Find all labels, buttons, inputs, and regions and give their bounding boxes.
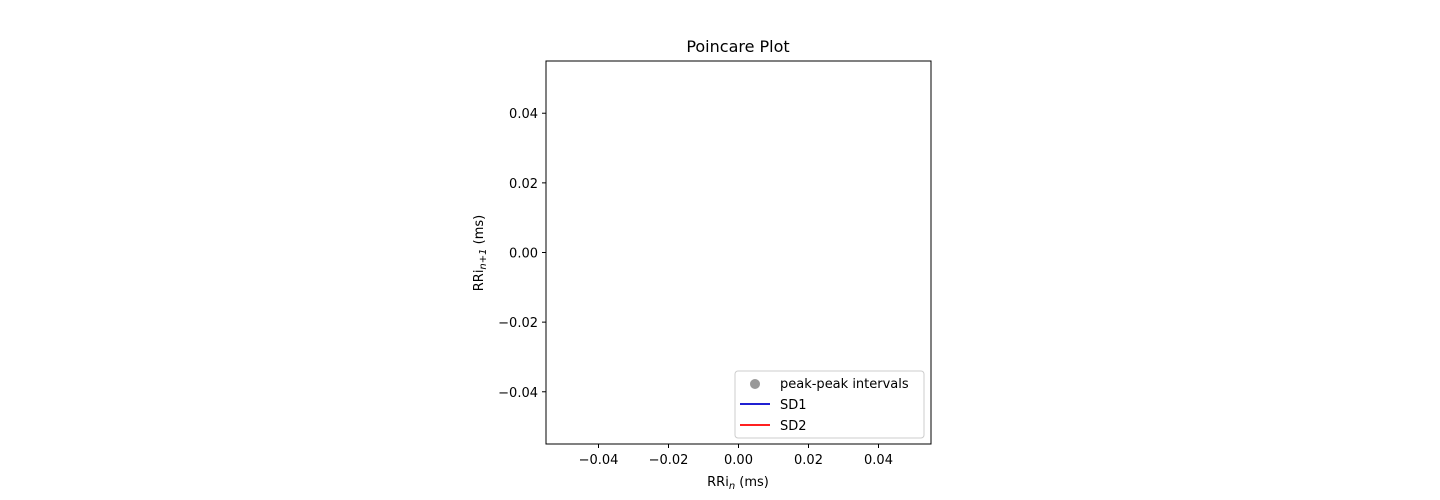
y-tick-label: −0.02: [498, 316, 538, 331]
y-axis-label-base: RRi: [472, 270, 487, 292]
x-axis-label: RRin (ms): [707, 475, 769, 492]
y-axis-label-subscript: n+1: [478, 248, 489, 269]
legend-marker-peak-intervals: [750, 379, 760, 389]
y-tick-label: 0.00: [509, 247, 538, 262]
legend: peak-peak intervals SD1 SD2: [734, 370, 925, 439]
x-tick-label: 0.02: [794, 453, 823, 468]
y-tick-label: 0.02: [509, 177, 538, 192]
legend-label-sd1: SD1: [780, 398, 807, 413]
x-axis-label-base: RRi: [707, 475, 729, 490]
x-axis-label-unit: (ms): [735, 475, 769, 490]
legend-label-sd2: SD2: [780, 419, 807, 434]
x-axis-label-subscript: n: [729, 481, 735, 492]
y-axis-label: RRin+1 (ms): [472, 215, 489, 292]
x-axis-ticks: −0.04 −0.02 0.00 0.02 0.04: [579, 444, 893, 468]
x-tick-label: −0.04: [579, 453, 619, 468]
y-tick-label: 0.04: [509, 107, 538, 122]
y-axis-ticks: −0.04 −0.02 0.00 0.02 0.04: [498, 107, 546, 401]
x-tick-label: 0.00: [724, 453, 753, 468]
legend-label-peak-intervals: peak-peak intervals: [780, 377, 909, 392]
y-tick-label: −0.04: [498, 386, 538, 401]
legend-box: [734, 370, 925, 439]
chart-title: Poincare Plot: [686, 37, 789, 56]
x-tick-label: 0.04: [864, 453, 893, 468]
x-tick-label: −0.02: [649, 453, 689, 468]
y-axis-label-unit: (ms): [472, 215, 487, 249]
